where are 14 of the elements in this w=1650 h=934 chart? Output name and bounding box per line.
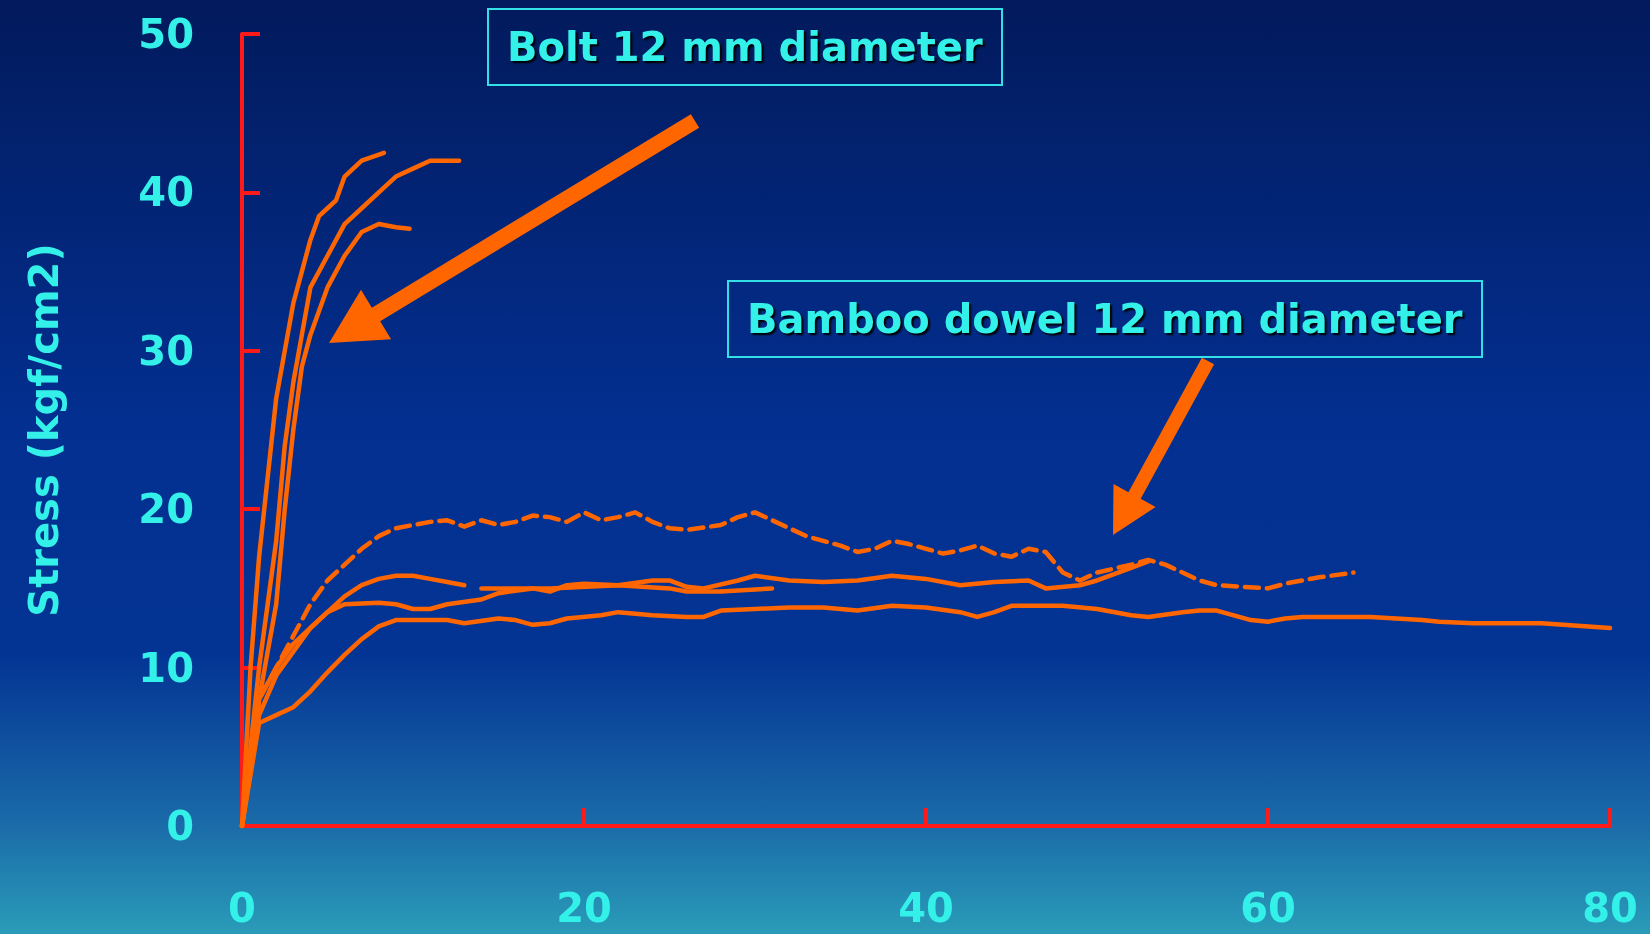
annotation: Bolt 12 mm diameter <box>487 8 1003 86</box>
y-tick-label: 10 <box>138 644 194 691</box>
x-tick-label: 40 <box>898 885 954 931</box>
y-tick-label: 20 <box>138 486 194 533</box>
y-tick-label: 40 <box>138 169 194 216</box>
y-tick-label: 30 <box>138 327 194 374</box>
y-axis-title: Stress (kgf/cm2) <box>21 243 67 617</box>
x-tick-label: 80 <box>1582 885 1638 931</box>
y-tick-label: 50 <box>138 11 194 57</box>
annotation: Bamboo dowel 12 mm diameter <box>727 280 1483 358</box>
x-tick-label: 0 <box>228 885 256 931</box>
x-tick-label: 60 <box>1240 885 1296 931</box>
y-tick-label: 0 <box>166 803 194 849</box>
x-tick-label: 20 <box>556 885 612 931</box>
